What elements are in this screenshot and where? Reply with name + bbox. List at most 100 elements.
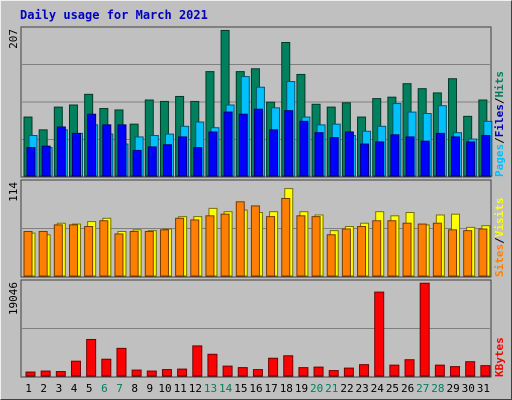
bar-pages-13 <box>208 131 218 177</box>
x-tick-label: 28 <box>431 382 444 395</box>
series-kbytes <box>25 282 491 377</box>
bar-kbytes-12 <box>192 345 203 377</box>
x-tick-label: 3 <box>56 382 63 395</box>
bar-kbytes-22 <box>343 367 354 377</box>
bar-kbytes-13 <box>207 353 218 377</box>
bar-sites-1 <box>23 230 33 277</box>
bar-sites-18 <box>281 197 291 277</box>
x-tick-label: 6 <box>101 382 108 395</box>
bar-sites-21 <box>326 234 336 277</box>
y-max-label: 207 <box>7 29 20 49</box>
bar-kbytes-2 <box>40 370 51 377</box>
legend-item: Pages <box>493 144 506 177</box>
x-tick-label: 20 <box>310 382 323 395</box>
panel-visits-sites: 114 Sites/Visits <box>7 179 506 278</box>
x-tick-label: 27 <box>416 382 429 395</box>
x-tick-label: 15 <box>234 382 247 395</box>
legend-item: Files <box>493 104 506 137</box>
bar-sites-29 <box>448 229 458 277</box>
bar-pages-9 <box>147 146 157 177</box>
bar-pages-29 <box>451 136 461 177</box>
bar-pages-26 <box>405 136 415 177</box>
bar-sites-13 <box>205 215 215 277</box>
bar-sites-30 <box>463 230 473 277</box>
series-sites <box>23 197 488 277</box>
x-tick-label: 21 <box>325 382 338 395</box>
bar-pages-25 <box>390 134 400 177</box>
x-tick-label: 1 <box>25 382 32 395</box>
x-tick-label: 12 <box>189 382 202 395</box>
y-max-label: 19046 <box>7 282 20 315</box>
bar-pages-30 <box>466 141 476 177</box>
bar-pages-10 <box>162 144 172 177</box>
bar-sites-6 <box>99 220 109 277</box>
bar-pages-17 <box>269 129 279 177</box>
x-tick-label: 2 <box>40 382 47 395</box>
bar-sites-2 <box>38 230 48 277</box>
bar-kbytes-24 <box>374 291 385 377</box>
bar-pages-5 <box>87 113 97 177</box>
bar-sites-9 <box>144 230 154 277</box>
x-tick-label: 5 <box>86 382 93 395</box>
legend-kbytes: KBytes <box>493 337 506 377</box>
x-tick-label: 16 <box>249 382 262 395</box>
bar-sites-15 <box>235 201 245 277</box>
bar-pages-7 <box>117 124 127 177</box>
bar-pages-8 <box>132 149 142 177</box>
bar-pages-31 <box>481 135 491 177</box>
x-tick-label: 23 <box>356 382 369 395</box>
bar-pages-27 <box>420 140 430 177</box>
bar-sites-8 <box>129 230 139 277</box>
bar-pages-3 <box>56 126 66 177</box>
bar-sites-3 <box>53 224 63 277</box>
bar-pages-21 <box>329 137 339 177</box>
bar-kbytes-31 <box>480 365 491 377</box>
bar-sites-31 <box>478 228 488 277</box>
x-tick-label: 31 <box>477 382 490 395</box>
bar-sites-14 <box>220 213 230 277</box>
bar-pages-20 <box>314 132 324 177</box>
bar-pages-18 <box>284 110 294 177</box>
x-tick-label: 14 <box>219 382 233 395</box>
bar-kbytes-8 <box>131 369 142 377</box>
legend-item: Sites <box>493 244 506 277</box>
bar-kbytes-14 <box>222 365 233 377</box>
x-axis-labels: 1 2 3 4 5 6 7 8 9 10 11 12 13 14 15 16 17 18 19 20 21 22 23 24 2… <box>25 382 490 395</box>
legend-item: / <box>493 237 506 244</box>
x-tick-label: 29 <box>446 382 459 395</box>
bar-pages-16 <box>253 108 263 177</box>
x-tick-label: 11 <box>174 382 187 395</box>
x-tick-label: 19 <box>295 382 308 395</box>
bar-sites-12 <box>190 219 200 277</box>
bar-kbytes-11 <box>177 368 188 377</box>
legend-item: / <box>493 97 506 104</box>
bar-sites-28 <box>432 222 442 277</box>
x-tick-label: 4 <box>71 382 78 395</box>
x-tick-label: 30 <box>462 382 475 395</box>
series-pages <box>26 108 491 177</box>
bar-pages-22 <box>344 131 354 177</box>
legend-visits-sites: Sites/Visits <box>493 198 506 278</box>
bar-sites-5 <box>84 226 94 277</box>
x-tick-label: 26 <box>401 382 414 395</box>
bar-sites-7 <box>114 233 124 277</box>
bar-kbytes-9 <box>146 370 157 377</box>
bar-pages-12 <box>193 147 203 177</box>
bar-pages-23 <box>360 143 370 177</box>
x-tick-label: 13 <box>204 382 217 395</box>
bar-sites-11 <box>175 217 185 277</box>
y-max-label: 114 <box>7 182 20 202</box>
bar-pages-19 <box>299 120 309 177</box>
bar-sites-10 <box>159 229 169 277</box>
bar-sites-4 <box>68 224 78 277</box>
bar-kbytes-15 <box>237 367 248 377</box>
legend-item: / <box>493 137 506 144</box>
chart-title: Daily usage for March 2021 <box>20 8 208 22</box>
x-tick-label: 17 <box>265 382 278 395</box>
bar-kbytes-7 <box>116 347 127 377</box>
x-tick-label: 7 <box>116 382 123 395</box>
bar-pages-24 <box>375 141 385 177</box>
bar-kbytes-5 <box>86 338 97 377</box>
bar-sites-23 <box>357 226 367 277</box>
bar-kbytes-27 <box>419 282 430 377</box>
